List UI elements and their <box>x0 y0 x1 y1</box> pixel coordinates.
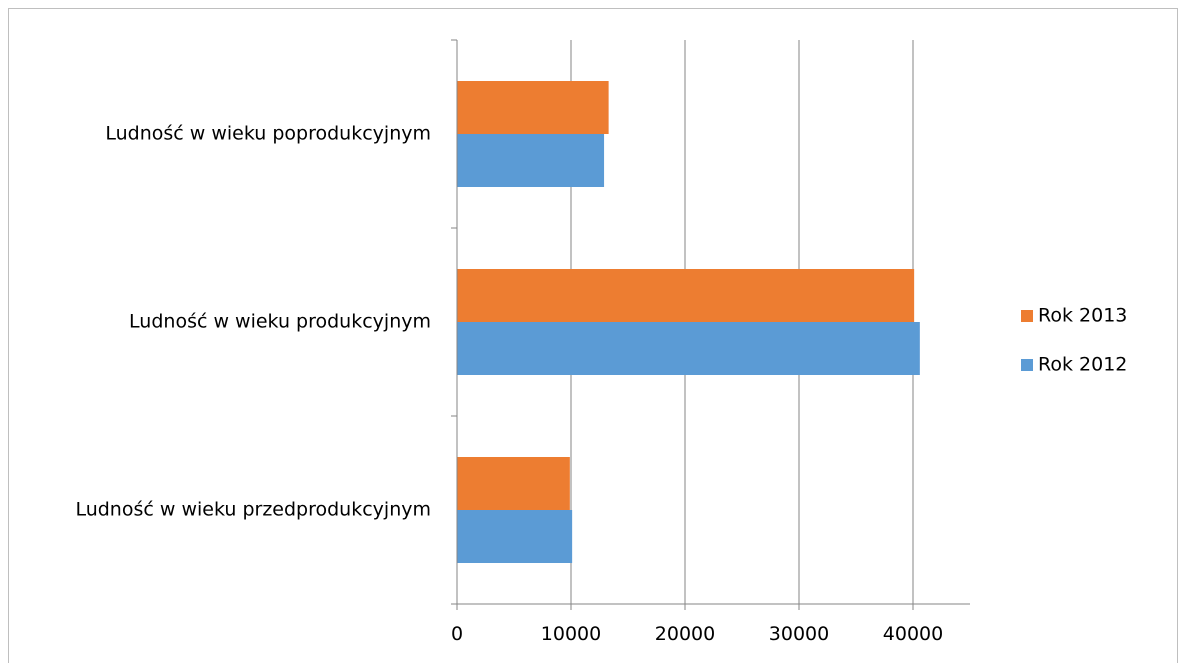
bar-rok-2013-cat-2 <box>457 81 609 134</box>
legend-label: Rok 2012 <box>1038 354 1127 376</box>
x-tick-label: 20000 <box>655 623 715 645</box>
x-tick-label: 30000 <box>769 623 829 645</box>
bars <box>457 81 920 563</box>
legend: Rok 2013 Rok 2012 <box>1021 305 1127 376</box>
x-tick-label: 10000 <box>541 623 601 645</box>
legend-label: Rok 2013 <box>1038 305 1127 327</box>
x-tick-label: 40000 <box>883 623 943 645</box>
axes <box>451 39 970 610</box>
bar-rok-2012-cat-1 <box>457 322 920 375</box>
bar-rok-2013-cat-0 <box>457 457 570 510</box>
bar-rok-2013-cat-1 <box>457 269 915 322</box>
legend-swatch-rok-2012 <box>1021 359 1033 371</box>
axis-labels: Ludność w wieku przedprodukcyjnym Ludność… <box>75 123 943 646</box>
category-label: Ludność w wieku produkcyjnym <box>129 311 431 333</box>
bar-rok-2012-cat-2 <box>457 134 605 187</box>
category-label: Ludność w wieku poprodukcyjnym <box>105 123 431 145</box>
bar-rok-2012-cat-0 <box>457 510 573 563</box>
category-label: Ludność w wieku przedprodukcyjnym <box>75 499 431 521</box>
x-tick-label: 0 <box>451 623 463 645</box>
legend-swatch-rok-2013 <box>1021 310 1033 322</box>
